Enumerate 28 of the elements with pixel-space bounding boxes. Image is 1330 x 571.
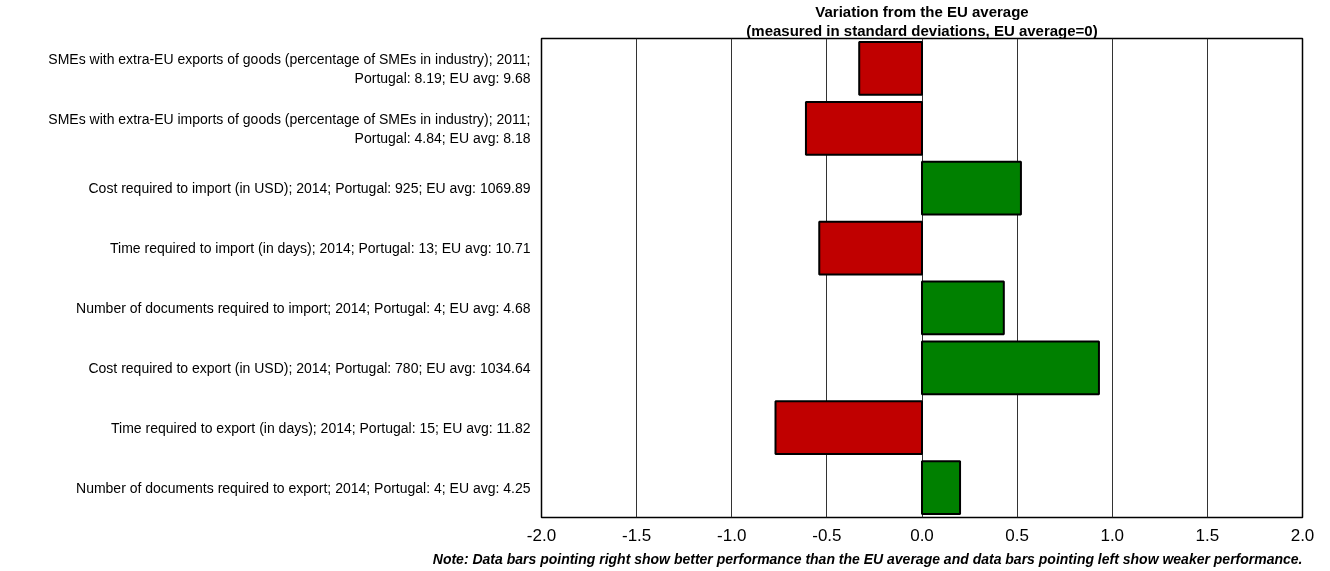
y-tick-label: Cost required to export (in USD); 2014; Portugal: 780; EU avg: 1034.64 (88, 359, 531, 376)
y-tick-label: SMEs with extra-EU imports of goods (percentage of SMEs in industry); 2011; Portugal: 4.84; EU avg: 8.18 (48, 110, 531, 146)
x-tick-label: -1.5 (621, 525, 652, 545)
bar (921, 340, 1100, 396)
y-tick-label: Cost required to import (in USD); 2014; Portugal: 925; EU avg: 1069.89 (88, 180, 531, 197)
y-tick-label: Time required to export (in days); 2014; Portugal: 15; EU avg: 11.82 (111, 419, 531, 436)
text: Note: Data bars pointing right show better performance than the EU average and data bars pointing left show weaker performance. (432, 550, 1303, 567)
chart-title: Variation from the EU average (815, 2, 1029, 20)
y-tick-label: Time required to import (in days); 2014; Portugal: 13; EU avg: 10.71 (110, 240, 531, 257)
x-tick-label: -0.5 (812, 525, 842, 545)
bar (921, 160, 1022, 216)
y-tick-label: Number of documents required to import; 2014; Portugal: 4; EU avg: 4.68 (76, 299, 531, 316)
bar (858, 41, 923, 96)
y-tick-label: SMEs with extra-EU exports of goods (percentage of SMEs in industry); 2011; Portugal: 8.19; EU avg: 9.68 (48, 50, 531, 87)
x-tick-label: -1.0 (717, 525, 747, 545)
x-tick-label: 1.0 (1100, 525, 1125, 545)
bar (921, 460, 962, 515)
bar (804, 100, 923, 156)
x-tick-label: 1.5 (1195, 525, 1220, 545)
bar (921, 280, 1005, 336)
chart-subtitle: (measured in standard deviations, EU average=0) (746, 21, 1098, 39)
x-tick-label: 2.0 (1290, 525, 1315, 545)
x-tick-label: 0.0 (910, 525, 934, 545)
y-tick-label: Number of documents required to export; 2014; Portugal: 4; EU avg: 4.25 (76, 479, 531, 496)
x-tick-label: -2.0 (526, 525, 557, 545)
bar (774, 400, 923, 456)
bar (818, 220, 923, 276)
x-tick-label: 0.5 (1005, 525, 1029, 545)
